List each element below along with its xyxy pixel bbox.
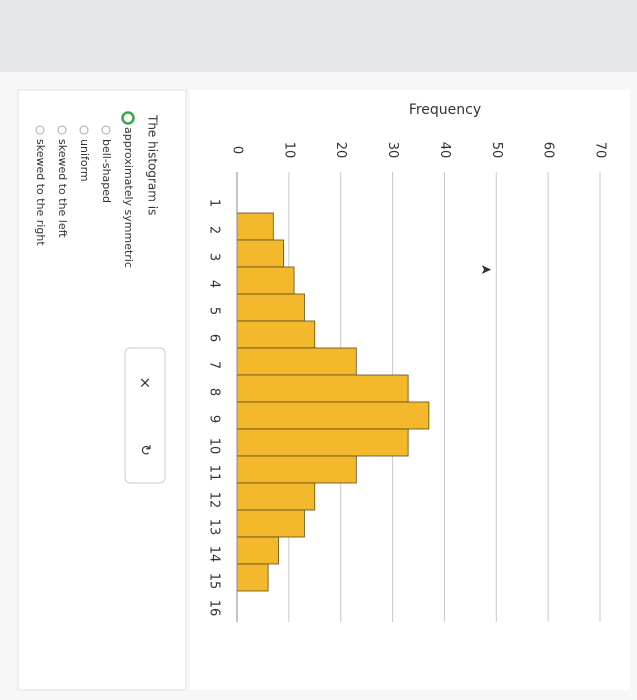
radio-button[interactable] [57, 125, 67, 135]
x-tick-label: 5 [207, 307, 222, 315]
bar [236, 347, 357, 376]
bar [236, 320, 316, 349]
bar [236, 509, 305, 538]
question-prompt: The histogram is [146, 114, 160, 215]
x-tick-label: 14 [207, 546, 222, 563]
option-label[interactable]: approximately symmetric [122, 127, 135, 268]
x-tick-label: 16 [207, 600, 222, 617]
x-tick-label: 2 [207, 226, 222, 234]
y-tick-label: 40 [437, 142, 452, 159]
y-tick-label: 0 [230, 146, 245, 154]
x-icon[interactable]: × [139, 374, 152, 392]
bar [236, 293, 305, 322]
bar [236, 482, 316, 511]
x-tick-label: 9 [207, 415, 222, 423]
x-tick-label: 3 [207, 253, 222, 261]
y-tick-label: 30 [385, 142, 400, 159]
bar [236, 212, 274, 241]
y-tick-label: 10 [281, 142, 296, 159]
x-tick-label: 6 [207, 334, 222, 342]
reset-icon[interactable]: ↻ [137, 444, 153, 456]
x-tick-label: 12 [207, 492, 222, 509]
bar [236, 428, 409, 457]
x-tick-label: 15 [207, 573, 222, 590]
y-axis-title: Frequency [409, 102, 481, 118]
cursor: ➤ [480, 262, 492, 278]
bar [236, 266, 295, 295]
option-label[interactable]: skewed to the right [34, 139, 47, 246]
button-frame [124, 347, 166, 484]
x-tick-label: 11 [207, 465, 222, 482]
bar [236, 563, 269, 592]
bar [236, 239, 285, 268]
x-tick-label: 1 [207, 199, 222, 207]
y-tick-label: 20 [333, 142, 348, 159]
y-tick-label: 70 [593, 142, 608, 159]
x-tick-label: 4 [207, 280, 222, 288]
bar [236, 374, 409, 403]
top-bar [0, 0, 637, 72]
radio-button[interactable] [101, 125, 111, 135]
option-label[interactable]: bell-shaped [100, 139, 113, 203]
radio-button[interactable] [35, 125, 45, 135]
radio-button[interactable] [79, 125, 89, 135]
close-button[interactable]: × ↻ [124, 347, 166, 484]
x-tick-label: 8 [207, 388, 222, 396]
y-tick-label: 50 [489, 142, 504, 159]
option-label[interactable]: skewed to the left [56, 139, 69, 238]
y-tick-label: 60 [541, 142, 556, 159]
x-tick-label: 10 [207, 438, 222, 455]
bar [236, 401, 430, 430]
bar [236, 536, 279, 565]
radio-button[interactable] [121, 111, 135, 125]
x-tick-label: 7 [207, 361, 222, 369]
bar [236, 455, 357, 484]
x-tick-label: 13 [207, 519, 222, 536]
option-label[interactable]: uniform [78, 139, 91, 182]
